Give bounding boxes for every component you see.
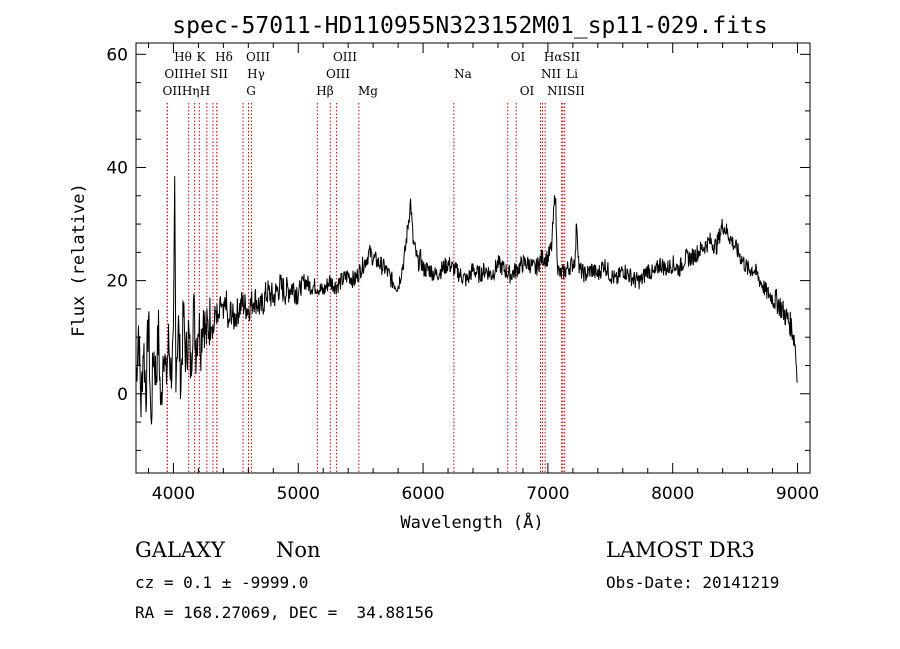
line-label-row2-5: OI: [520, 84, 535, 98]
line-label-row2-4: Mg: [358, 84, 378, 98]
line-label-row1-5: Na: [454, 67, 472, 81]
object-subclass: Non: [276, 538, 321, 562]
line-label-row0-2: Hδ: [215, 50, 233, 64]
y-tick-label-1: 20: [106, 272, 128, 292]
line-label-row1-7: Li: [566, 67, 578, 81]
line-label-row1-3: Hγ: [247, 67, 265, 81]
emission-line-markers: [166, 103, 566, 473]
x-tick-label-4: 8000: [651, 484, 694, 504]
line-label-row0-5: OI: [511, 50, 526, 64]
line-label-row1-4: OIII: [326, 67, 350, 81]
line-label-row2-2: G: [246, 84, 256, 98]
line-label-layer: Hθ K Hδ OIII OIII OI HαSII OII HeI SII Hγ OIII Na NII…: [163, 50, 586, 98]
line-label-row0-6: HαSII: [544, 50, 581, 64]
line-label-row0-3: OIII: [246, 50, 270, 64]
y-tick-label-0: 0: [117, 385, 128, 405]
line-label-row1-6: NII: [541, 67, 561, 81]
spectrum-line: [135, 176, 798, 425]
coordinates-line: RA = 168.27069, DEC = 34.88156: [135, 603, 434, 622]
line-label-row2-3: Hβ: [316, 84, 333, 98]
line-label-row1-1: HeI: [184, 67, 207, 81]
x-tick-label-5: 9000: [776, 484, 819, 504]
x-tick-label-1: 5000: [277, 484, 320, 504]
x-tick-label-3: 7000: [526, 484, 569, 504]
line-label-row0-1: K: [197, 50, 207, 64]
object-type: GALAXY: [135, 538, 225, 562]
y-tick-label-3: 60: [106, 45, 128, 65]
y-tick-label-2: 40: [106, 158, 128, 178]
line-label-row1-0: OII: [164, 67, 184, 81]
y-axis-label: Flux (relative): [69, 183, 89, 337]
obs-date: Obs-Date: 20141219: [606, 573, 780, 592]
line-label-row2-6: NIISII: [547, 84, 585, 98]
axis-ticks: 4000 5000 6000 7000 8000 9000 0 20 40 60: [106, 43, 819, 504]
line-label-row0-0: Hθ: [174, 50, 192, 64]
line-label-row0-4: OIII: [333, 50, 357, 64]
line-label-row2-0: OIIHη: [163, 84, 200, 98]
chart-title: spec-57011-HD110955N323152M01_sp11-029.f…: [172, 13, 767, 39]
x-tick-label-2: 6000: [401, 484, 444, 504]
line-label-row2-1: H: [200, 84, 210, 98]
x-axis-label: Wavelength (Å): [400, 511, 543, 533]
line-label-row1-2: SII: [210, 67, 228, 81]
plot-frame: [135, 42, 811, 474]
x-tick-label-0: 4000: [152, 484, 195, 504]
survey-name: LAMOST DR3: [606, 538, 755, 562]
redshift-line: cz = 0.1 ± -9999.0: [135, 573, 309, 592]
